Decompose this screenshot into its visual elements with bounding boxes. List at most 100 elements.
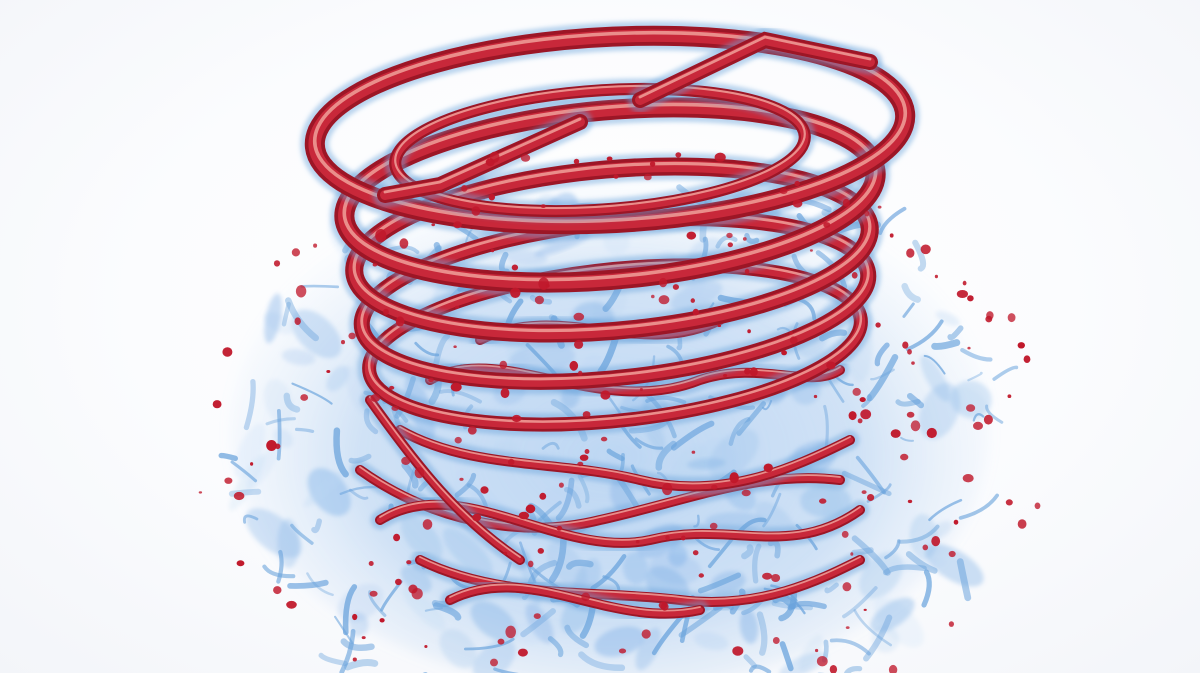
red-droplet [295,285,307,298]
red-droplet [431,223,436,227]
wisp [283,392,301,413]
cloud-puff [291,309,342,359]
red-droplet [744,268,750,275]
red-droplet [454,305,460,309]
wisp [912,239,927,272]
red-droplet [709,522,718,530]
wisp [900,436,914,442]
cloud-puff [871,625,900,653]
red-droplet [747,329,751,334]
wisp [541,441,560,450]
red-droplet [845,626,850,629]
wisp [300,284,340,289]
red-droplet [401,456,411,465]
red-droplet [600,390,611,400]
red-droplet [581,592,591,601]
red-droplet [809,249,813,252]
wisp [902,302,915,318]
wisp [906,392,925,409]
wisp [931,339,961,350]
red-droplet [370,394,381,402]
red-droplet [395,316,405,327]
red-droplet [890,429,901,438]
red-droplet [467,426,477,435]
red-droplet [291,248,300,257]
red-droplet [511,264,519,271]
red-droplet [461,185,468,192]
red-droplet [399,238,409,249]
red-droplet [662,482,673,496]
red-droplet [569,360,579,371]
wisp [464,637,515,651]
red-droplet [922,544,929,551]
cloud-puff [264,293,282,344]
wisp [342,584,358,636]
cloud-puff [508,622,544,645]
cloud-puff [778,651,827,673]
red-droplet [826,361,836,370]
wisp [318,652,348,666]
wisp [741,544,754,560]
wisp [348,488,369,500]
cloud-puff [439,628,477,669]
wisp [752,543,762,584]
red-droplet [511,414,522,423]
red-droplet [375,229,387,243]
red-droplet [480,486,489,494]
wisp [230,460,258,483]
wisp [348,453,372,464]
red-droplet [574,339,584,349]
wisp [228,488,262,497]
wisp [577,474,590,504]
wisp [866,353,899,402]
red-droplet [973,421,983,430]
red-droplet [850,552,854,556]
cloud-puff [881,557,948,571]
red-droplet [490,248,495,253]
red-droplet [250,462,254,466]
red-droplet [1017,519,1027,529]
red-droplet [742,237,747,241]
cloud-puff [442,527,493,577]
wisp [851,535,891,576]
red-droplet [953,519,959,525]
red-droplet [741,489,751,497]
red-droplet [212,400,222,409]
red-droplet [907,349,912,355]
wisp [842,586,878,619]
red-droplet [861,490,867,494]
cloud-puff [594,626,645,657]
red-droplet [906,248,915,258]
red-droplet [763,463,773,473]
cloud-puff [622,551,649,585]
wisp [339,628,356,673]
wisp [655,440,677,471]
cloud-puff [326,365,349,392]
red-droplet [273,586,282,595]
wisp [242,514,259,524]
red-droplet [224,477,233,484]
red-droplet [520,154,531,162]
red-droplet [534,295,545,305]
red-droplet [273,260,281,267]
wisp [947,325,964,341]
lower-filament [440,577,710,624]
wisp [548,537,567,583]
red-droplet [577,461,584,467]
red-droplet [558,482,564,488]
red-droplet [198,491,203,494]
red-droplet [658,295,670,305]
red-droplet [389,385,395,390]
wisp [748,664,772,673]
red-droplet [781,350,787,356]
red-droplet [815,648,819,653]
red-droplet [690,298,695,303]
lower-filament [390,420,860,496]
wisp [853,609,892,647]
wisp [855,455,886,495]
red-droplet [823,222,831,228]
wisp [578,651,626,672]
red-droplet [488,193,495,201]
red-droplet [383,308,389,316]
